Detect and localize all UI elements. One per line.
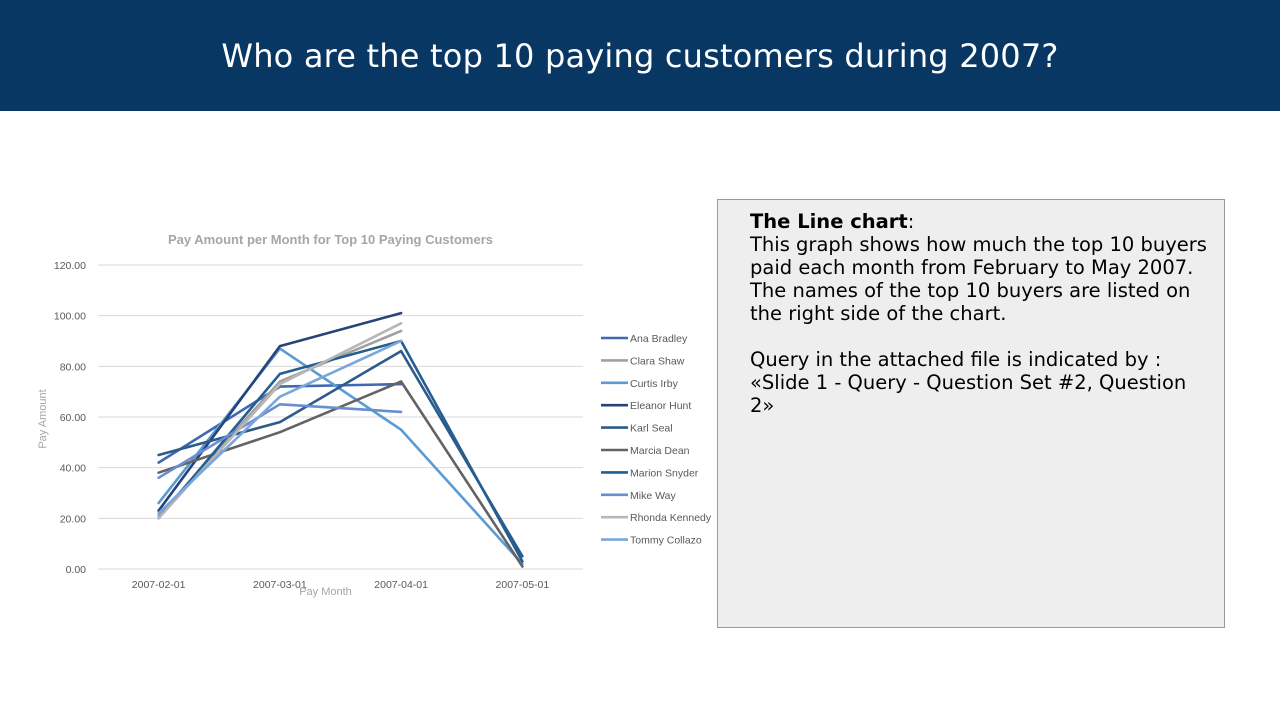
legend-label: Rhonda Kennedy [630,512,712,524]
description-textbox: The Line chart: This graph shows how muc… [717,199,1225,628]
textbox-spacer [750,325,1214,348]
y-tick-label: 0.00 [66,564,87,576]
textbox-heading: The Line chart [750,210,908,233]
series-line [157,339,403,515]
legend-label: Tommy Collazo [630,535,702,547]
legend-label: Marion Snyder [630,467,699,479]
legend-label: Ana Bradley [630,333,688,345]
series-line [157,339,524,563]
y-axis-title: Pay Amount [37,389,49,448]
y-tick-label: 40.00 [60,463,86,475]
textbox-query-line1: Query in the attached file is indicated … [750,348,1162,371]
title-bar: Who are the top 10 paying customers duri… [0,0,1280,111]
legend-label: Eleanor Hunt [630,400,691,412]
slide-title: Who are the top 10 paying customers duri… [221,36,1059,75]
y-tick-label: 120.00 [54,260,86,272]
y-tick-label: 80.00 [60,361,86,373]
legend-label: Marcia Dean [630,445,690,457]
textbox-body: This graph shows how much the top 10 buy… [750,233,1207,325]
legend-label: Curtis Irby [630,378,679,390]
textbox-query-line2: «Slide 1 - Query - Question Set #2, Ques… [750,371,1187,417]
x-tick-label: 2007-02-01 [132,579,186,591]
legend-label: Clara Shaw [630,355,685,367]
series-line [157,311,403,513]
y-tick-label: 100.00 [54,311,86,323]
x-tick-label: 2007-04-01 [374,579,428,591]
x-axis-title: Pay Month [299,586,352,598]
series-line [157,382,403,464]
series-line [157,347,524,566]
legend-label: Karl Seal [630,423,673,435]
line-chart: Pay Amount per Month for Top 10 Paying C… [0,220,720,610]
x-tick-label: 2007-03-01 [253,579,307,591]
textbox-heading-suffix: : [907,210,915,233]
y-tick-label: 20.00 [60,513,86,525]
legend-label: Mike Way [630,490,676,502]
y-tick-label: 60.00 [60,412,86,424]
textbox-heading-line: The Line chart: [750,210,1214,233]
x-tick-label: 2007-05-01 [496,579,550,591]
chart-svg: Pay Amount per Month for Top 10 Paying C… [37,232,712,598]
chart-title: Pay Amount per Month for Top 10 Paying C… [168,232,493,247]
series-line [157,403,403,480]
